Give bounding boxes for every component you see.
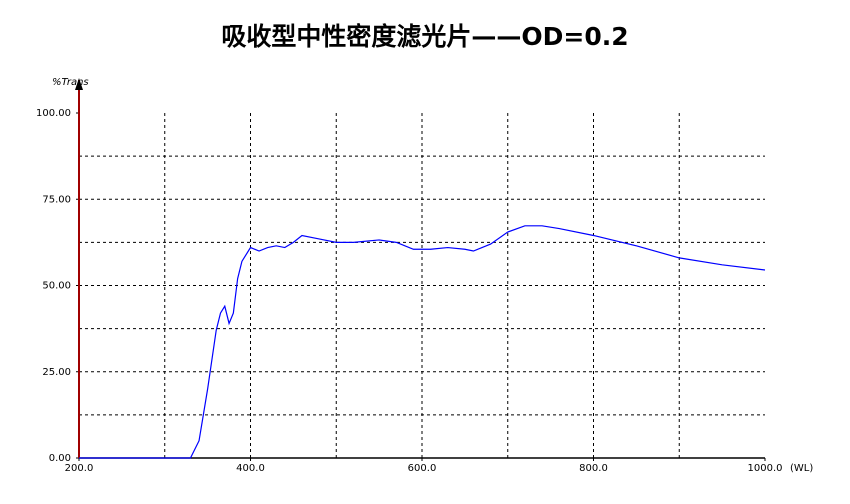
x-tick-label: 600.0 — [408, 463, 437, 474]
x-tick-label: 400.0 — [236, 463, 265, 474]
y-tick-label: 0.00 — [49, 453, 71, 464]
data-line — [79, 225, 766, 459]
x-tick-label: 800.0 — [579, 463, 608, 474]
chart-title: 吸收型中性密度滤光片——OD=0.2 — [221, 22, 628, 51]
y-tick-label: 25.00 — [42, 367, 71, 378]
y-tick-label: 50.00 — [42, 281, 71, 292]
y-axis-arrow — [75, 78, 83, 90]
x-axis-label: (WL) — [790, 463, 813, 474]
y-axis-label: %Trans — [52, 77, 89, 88]
x-tick-label: 200.0 — [65, 463, 94, 474]
x-tick-label: 1000.0 — [748, 463, 783, 474]
y-tick-label: 75.00 — [42, 194, 71, 205]
y-tick-label: 100.00 — [36, 108, 71, 119]
